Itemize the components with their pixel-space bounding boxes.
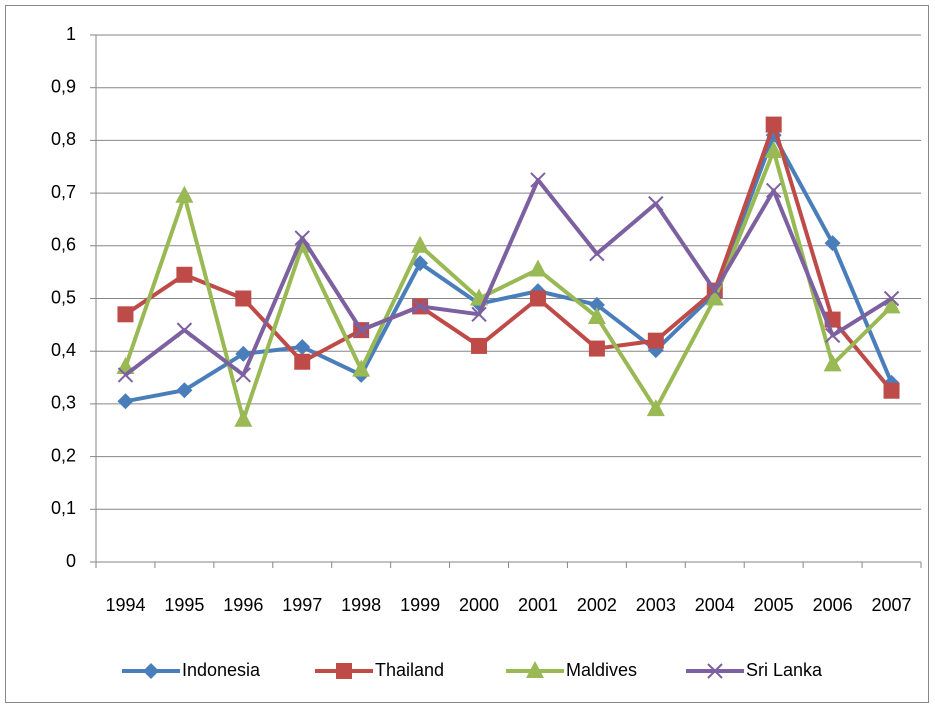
marker [587, 306, 606, 324]
marker [176, 266, 193, 283]
x-tick-label: 1998 [341, 595, 381, 615]
x-tick-label: 2004 [695, 595, 735, 615]
marker [705, 288, 724, 306]
marker [235, 290, 252, 307]
x-tick-label: 2003 [636, 595, 676, 615]
marker [294, 353, 311, 370]
y-tick-label: 0,8 [51, 129, 76, 149]
y-tick-label: 0,5 [51, 287, 76, 307]
marker [765, 116, 782, 133]
legend-label: Maldives [566, 660, 637, 680]
y-tick-label: 0,2 [51, 445, 76, 465]
x-tick-label: 2000 [459, 595, 499, 615]
marker [235, 367, 252, 383]
marker [471, 306, 487, 323]
marker [412, 298, 428, 315]
legend-marker [143, 663, 159, 679]
marker [353, 322, 369, 338]
marker [471, 337, 488, 354]
marker [117, 306, 134, 323]
y-tick-label: 0,9 [51, 76, 76, 96]
x-tick-label: 2007 [872, 595, 912, 615]
marker [589, 245, 605, 262]
legend-marker [707, 663, 723, 679]
marker [588, 340, 605, 357]
x-tick-label: 2005 [754, 595, 794, 615]
legend-marker [336, 663, 352, 679]
y-tick-label: 0 [66, 551, 76, 571]
marker [529, 290, 546, 307]
x-tick-label: 2001 [518, 595, 558, 615]
marker [764, 140, 783, 158]
marker [117, 393, 134, 410]
marker [588, 296, 605, 313]
y-tick-label: 0,7 [51, 182, 76, 202]
marker [824, 327, 841, 344]
marker [352, 359, 371, 377]
marker [411, 235, 430, 253]
x-tick-label: 1999 [400, 595, 440, 615]
y-tick-label: 0,4 [51, 340, 76, 360]
marker [647, 332, 664, 349]
marker [294, 338, 311, 355]
x-tick-label: 1994 [105, 595, 145, 615]
marker [175, 185, 194, 203]
marker [235, 345, 252, 362]
legend-label: Thailand [375, 660, 444, 680]
series-line [123, 148, 893, 422]
series-line [124, 122, 894, 393]
marker [117, 367, 134, 383]
marker [234, 409, 253, 427]
marker [294, 230, 310, 246]
x-tick-label: 1997 [282, 595, 322, 615]
legend-label: Sri Lanka [746, 660, 823, 680]
marker [646, 399, 665, 417]
x-tick-label: 1995 [164, 595, 204, 615]
marker [412, 255, 429, 272]
marker [648, 195, 664, 212]
marker [176, 382, 193, 399]
marker [883, 290, 900, 307]
y-tick-label: 0,6 [51, 235, 76, 255]
marker [882, 296, 901, 314]
y-tick-label: 1 [66, 24, 76, 44]
marker [824, 235, 841, 252]
series-line [124, 177, 893, 377]
legend-label: Indonesia [182, 660, 261, 680]
marker [528, 259, 547, 277]
marker [176, 322, 193, 338]
y-tick-label: 0,1 [51, 498, 76, 518]
marker [530, 172, 546, 188]
x-tick-label: 2002 [577, 595, 617, 615]
marker [823, 354, 842, 372]
x-tick-label: 2006 [813, 595, 853, 615]
legend-marker [526, 661, 544, 678]
marker [707, 282, 723, 299]
marker [883, 382, 900, 399]
marker [765, 182, 782, 199]
x-tick-label: 1996 [223, 595, 263, 615]
y-tick-label: 0,3 [51, 393, 76, 413]
